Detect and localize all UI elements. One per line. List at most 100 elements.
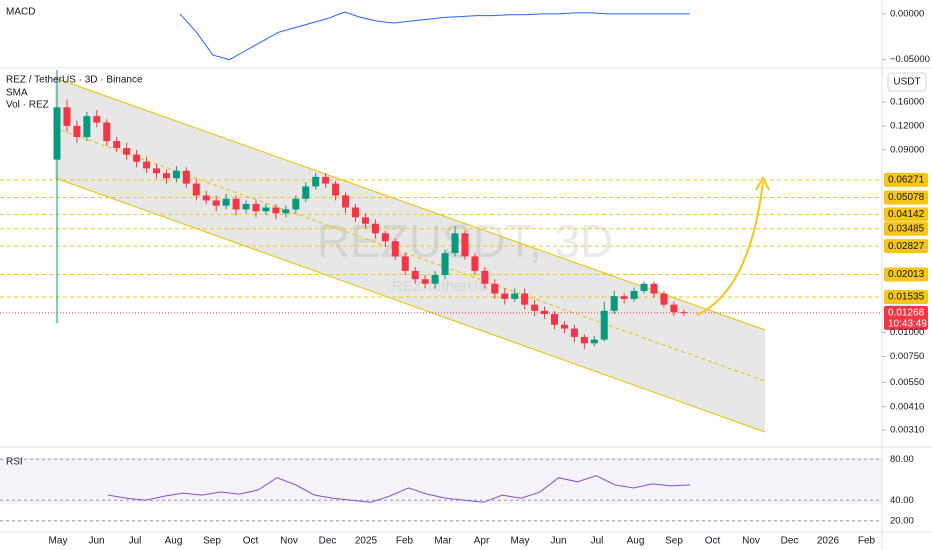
rsi-label: RSI <box>6 457 23 468</box>
level-tag <box>884 221 928 236</box>
candle-body <box>680 312 688 314</box>
price-axis: 0.16000 0.12000 0.09000 0.01000 0.00750 0.005… <box>882 96 924 436</box>
candle-body <box>371 223 379 234</box>
candle-body <box>252 203 260 212</box>
x-tick-label: Jun <box>88 536 104 547</box>
candle-body <box>322 176 330 184</box>
candle-body <box>441 253 449 275</box>
level-label: 0.02013 <box>888 269 925 280</box>
x-tick-label: May <box>49 536 68 547</box>
y-tick-label: 0.16000 <box>890 96 924 107</box>
x-tick-label: 2026 <box>817 536 840 547</box>
x-tick-label: Nov <box>742 536 760 547</box>
macd-label: MACD <box>6 7 35 18</box>
x-tick-label: Jul <box>591 536 604 547</box>
x-tick-label: Feb <box>396 536 414 547</box>
candle-body <box>521 293 529 305</box>
x-tick-label: Aug <box>165 536 183 547</box>
candle-body <box>551 314 558 325</box>
indicator-axis: 0.00000 −0.05000 <box>179 8 930 65</box>
candle-body <box>670 304 678 313</box>
candle-body <box>262 207 270 212</box>
candle-body <box>361 217 369 224</box>
candle-body <box>83 116 91 138</box>
candle-body <box>580 336 588 344</box>
level-label: 0.04142 <box>888 209 925 220</box>
candle-body <box>541 310 549 315</box>
candle-body <box>352 207 359 218</box>
sma-label: SMA <box>6 88 28 99</box>
candle-body <box>660 293 668 305</box>
x-tick-label: Oct <box>705 536 721 547</box>
candle-body <box>570 328 578 337</box>
level-tag <box>884 289 928 304</box>
candle-body <box>222 198 230 206</box>
candle-body <box>272 207 280 214</box>
candle-body <box>192 183 200 196</box>
y-tick-label: 0.12000 <box>890 120 924 131</box>
currency-button[interactable] <box>887 72 927 92</box>
volume-label: Vol · REZ <box>6 100 49 111</box>
candle-body <box>342 195 350 208</box>
x-tick-label: Sep <box>665 536 683 547</box>
x-tick-label: Sep <box>203 536 221 547</box>
candle-body <box>391 241 399 257</box>
watermark-sub: REZ TetherUS <box>392 278 488 295</box>
level-label: 0.05078 <box>888 192 925 203</box>
y-tick-label: 40.00 <box>890 495 914 506</box>
last-price-tag <box>884 305 928 330</box>
candle-body <box>531 304 539 311</box>
level-label: 0.03485 <box>888 223 925 234</box>
candle-body <box>172 170 180 179</box>
candle-body <box>650 283 658 294</box>
candle-body <box>610 296 618 311</box>
x-tick-label: Jul <box>129 536 142 547</box>
candle-body <box>182 170 190 184</box>
level-label: 0.02827 <box>888 241 925 252</box>
level-label: 0.06271 <box>888 175 925 186</box>
x-tick-label: Dec <box>781 536 799 547</box>
candle-body <box>511 293 519 299</box>
candle-body <box>202 195 210 201</box>
projection-arrow <box>696 181 764 316</box>
candle-body <box>630 290 638 299</box>
candle-body <box>401 256 409 271</box>
candle-body <box>232 198 240 210</box>
y-tick-label: 0.00410 <box>890 401 924 412</box>
candle-body <box>212 200 220 206</box>
x-tick-label: May <box>511 536 530 547</box>
candle-body <box>501 293 509 299</box>
x-tick-label: Oct <box>243 536 259 547</box>
candle-body <box>153 168 160 174</box>
currency-label[interactable]: USDT <box>893 77 920 88</box>
candle-body <box>451 233 459 254</box>
level-tag <box>884 172 928 187</box>
y-tick-label: 0.00310 <box>890 425 924 436</box>
x-tick-label: Aug <box>627 536 645 547</box>
candle-body <box>162 173 170 179</box>
candle-body <box>381 233 389 242</box>
candle-body <box>133 154 141 162</box>
candle-body <box>560 324 568 329</box>
channel-bottom <box>54 177 766 433</box>
candle-body <box>421 279 429 284</box>
y-tick-label: −0.05000 <box>890 54 930 65</box>
candle-body <box>590 339 598 344</box>
candle-body <box>53 107 61 160</box>
x-tick-label: Mar <box>434 536 452 547</box>
candle-body <box>640 283 648 291</box>
y-tick-label: 0.00000 <box>890 8 924 19</box>
x-tick-label: 2025 <box>355 536 378 547</box>
candle-body <box>332 183 340 196</box>
y-tick-label: 0.00750 <box>890 351 924 362</box>
x-tick-label: Jun <box>550 536 566 547</box>
last-price-label: 0.01268 <box>888 308 925 319</box>
candle-body <box>491 283 499 294</box>
candle-body <box>302 186 310 199</box>
level-tag <box>884 239 928 254</box>
level-tag <box>884 207 928 222</box>
y-tick-label: 0.09000 <box>890 144 924 155</box>
candle-body <box>292 198 300 210</box>
